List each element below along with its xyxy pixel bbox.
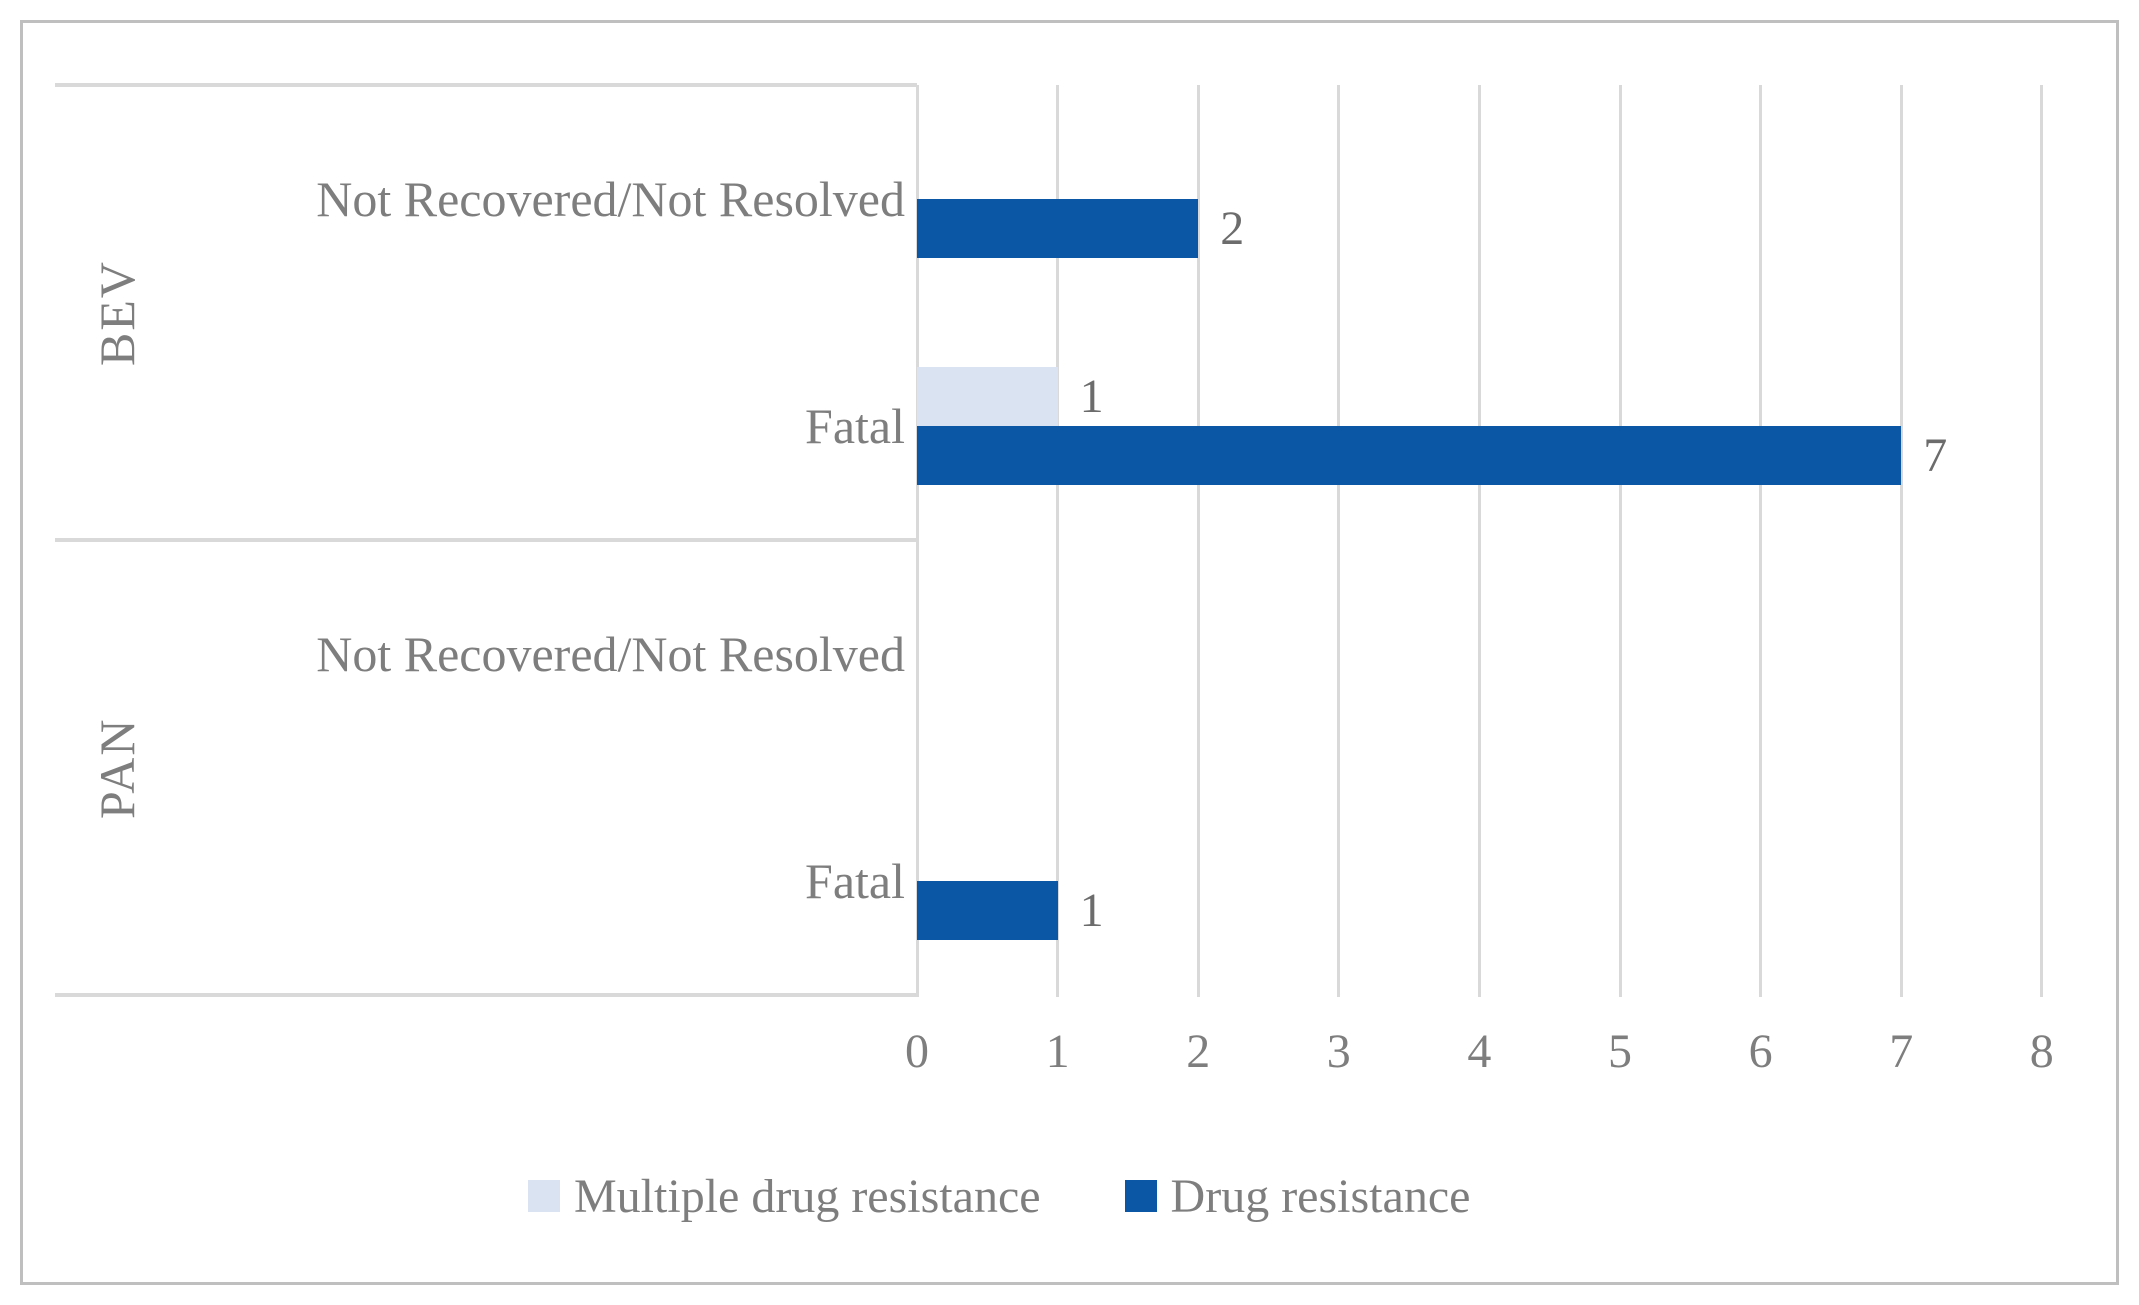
data-label: 2 [1220,201,1245,255]
legend-item-multiple-drug-resistance: Multiple drug resistance [528,1169,1041,1224]
gridline-x-7 [1899,85,1903,997]
x-axis-tick-label: 8 [2029,1025,2054,1078]
bar-drug-resistance [917,198,1199,258]
x-axis-tick-label: 0 [905,1025,929,1078]
legend-swatch-light-icon [528,1180,560,1212]
gridline-x-4 [1477,85,1481,997]
bar-drug-resistance [917,881,1058,941]
x-axis-tick-label: 2 [1186,1025,1211,1078]
gridline-x-3 [1337,85,1341,997]
gridline-x-0 [915,85,919,997]
legend-label: Multiple drug resistance [574,1169,1041,1223]
group-label-bev: BEV [89,259,145,366]
category-label: Not Recovered/Not Resolved [316,170,905,227]
x-axis-tick-label: 3 [1326,1025,1351,1078]
data-label: 7 [1923,429,1948,483]
x-axis-tick-label: 1 [1045,1025,1070,1078]
figure-border [20,20,2119,1285]
gridline-x-8 [2040,85,2044,997]
legend-label: Drug resistance [1170,1169,1471,1223]
legend-swatch-dark-icon [1124,1180,1157,1212]
x-axis-tick-label: 5 [1608,1025,1632,1078]
gridline-x-2 [1196,85,1200,997]
data-label: 1 [1079,884,1104,938]
gridline-x-6 [1759,85,1763,997]
cat-axis-top-line [55,83,917,87]
x-axis-tick-label: 7 [1889,1025,1914,1078]
gridline-x-1 [1056,85,1060,997]
category-label: Fatal [805,853,905,910]
group-divider-line [55,538,917,542]
x-axis-tick-label: 6 [1748,1025,1773,1078]
gridline-x-5 [1618,85,1622,997]
x-axis-tick-label: 4 [1467,1025,1492,1078]
category-label: Not Recovered/Not Resolved [316,625,905,682]
data-label: 1 [1079,370,1104,424]
category-label: Fatal [805,398,905,455]
bar-multiple-drug-resistance [917,367,1058,427]
legend-item-drug-resistance: Drug resistance [1124,1169,1471,1224]
group-label-pan: PAN [89,716,145,819]
legend: Multiple drug resistance Drug resistance [528,1164,1470,1228]
cat-axis-bottom-line [55,993,917,997]
bar-drug-resistance [917,426,1902,486]
